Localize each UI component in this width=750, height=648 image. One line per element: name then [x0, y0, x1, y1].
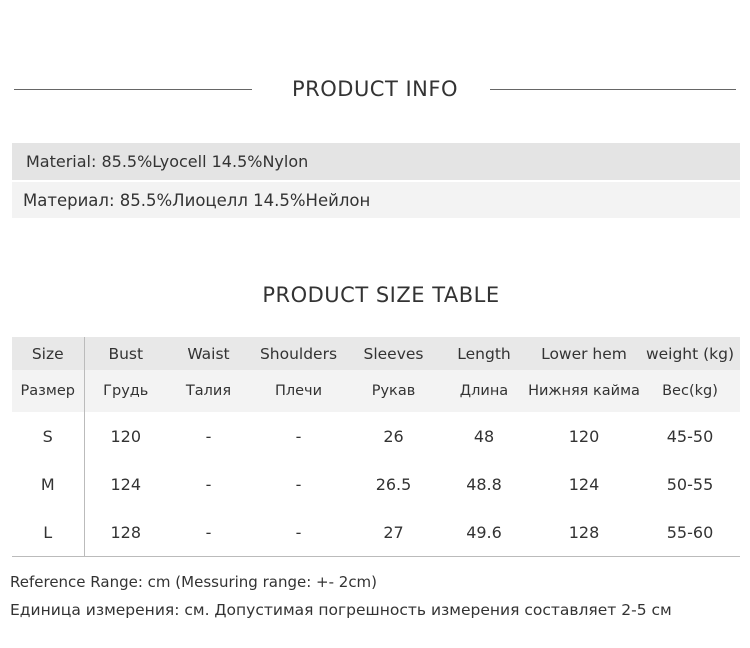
table-cell: 26	[383, 426, 404, 446]
table-cell: 50-55	[666, 474, 714, 494]
table-cell: Рукав	[347, 370, 440, 412]
size-table-title: PRODUCT SIZE TABLE	[262, 283, 500, 307]
table-cell: -	[205, 426, 212, 446]
table-cell: 128	[528, 508, 640, 557]
table-cell: -	[295, 426, 302, 446]
table-cell: -	[167, 508, 250, 557]
table-cell: 55-60	[640, 508, 740, 557]
material-en: Material: 85.5%Lyocell 14.5%Nylon	[12, 143, 740, 180]
table-cell: 27	[347, 508, 440, 557]
table-cell: Bust	[84, 337, 167, 370]
table-cell: 120	[568, 426, 600, 446]
table-cell: 49.6	[440, 508, 528, 557]
table-cell: Грудь	[84, 370, 167, 412]
table-cell: Lower hem	[528, 337, 640, 370]
reference-note-en: Reference Range: cm (Messuring range: +-…	[10, 573, 378, 591]
table-cell: Плечи	[250, 370, 347, 412]
table-cell: 48	[473, 426, 495, 446]
reference-note-ru: Единица измерения: см. Допустимая погреш…	[10, 601, 672, 619]
table-row: M 124 - - 26.5 48.8 124 50-55	[12, 460, 740, 508]
table-cell: 26.5	[375, 474, 412, 494]
product-info-title: PRODUCT INFO	[291, 77, 458, 101]
table-cell: 124	[568, 474, 600, 494]
table-cell: Талия	[167, 370, 250, 412]
table-cell: M	[12, 460, 85, 508]
table-cell: Size	[12, 337, 85, 370]
table-cell: 45-50	[666, 426, 714, 446]
table-row: L 128- -27 49.6 128 55-60	[12, 508, 740, 557]
header-row-ru: Размер Грудь Талия Плечи Рукав Длина Нижняя ка…	[12, 370, 740, 412]
table-cell: Length	[440, 337, 528, 370]
table-cell: Вес(kg)	[640, 370, 740, 412]
table-cell: -	[295, 474, 302, 494]
table-cell: Shoulders	[250, 337, 347, 370]
table-row: S 120 - - 26 48 120 45-50	[12, 412, 740, 460]
table-cell: Waist	[167, 337, 250, 370]
size-table: Size Bust Waist Shoulders Sleeves Length Lower…	[12, 337, 740, 557]
table-cell: weight (kg)	[640, 337, 740, 370]
table-cell: -	[205, 474, 212, 494]
divider-left	[14, 89, 252, 90]
table-cell: 120	[110, 426, 142, 446]
table-cell: 128	[84, 508, 167, 557]
table-cell: S	[12, 412, 85, 460]
table-cell: Размер	[12, 370, 85, 412]
table-cell: Sleeves	[347, 337, 440, 370]
divider-right	[490, 89, 736, 90]
table-cell: Длина	[440, 370, 528, 412]
table-cell: Нижняя кайма	[528, 370, 640, 412]
table-cell: 124	[110, 474, 142, 494]
table-cell: -	[250, 508, 347, 557]
table-cell: L	[12, 508, 85, 557]
material-ru: Материал: 85.5%Лиоцелл 14.5%Нейлон	[12, 182, 740, 218]
header-row-en: Size Bust Waist Shoulders Sleeves Length Lower…	[12, 337, 740, 370]
table-cell: 48.8	[466, 474, 502, 494]
